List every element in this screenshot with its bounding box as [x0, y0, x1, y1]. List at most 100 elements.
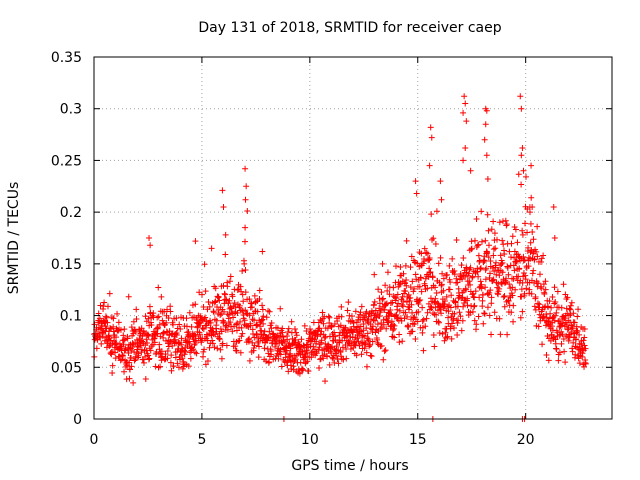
- data-point: [518, 152, 525, 159]
- data-point: [554, 288, 561, 295]
- data-point: [474, 268, 481, 275]
- data-point: [485, 242, 492, 249]
- data-point: [507, 254, 514, 261]
- data-point: [392, 279, 399, 286]
- data-point: [555, 357, 562, 364]
- data-point: [215, 293, 222, 300]
- data-point: [199, 325, 206, 332]
- data-point: [316, 344, 323, 351]
- data-point: [468, 245, 475, 252]
- data-point: [566, 305, 573, 312]
- data-point: [174, 360, 181, 367]
- data-point: [209, 337, 216, 344]
- data-point: [413, 276, 420, 283]
- data-point: [433, 290, 440, 297]
- data-point: [104, 319, 111, 326]
- data-point: [246, 357, 253, 364]
- data-point: [499, 259, 506, 266]
- data-point: [475, 252, 482, 259]
- data-point: [300, 366, 307, 373]
- data-point: [407, 284, 414, 291]
- data-point: [374, 336, 381, 343]
- data-point: [147, 347, 154, 354]
- data-point: [466, 270, 473, 277]
- data-point: [567, 306, 574, 313]
- y-tick-label: 0: [73, 412, 82, 428]
- data-point: [421, 245, 428, 252]
- data-point: [209, 340, 216, 347]
- data-point: [542, 278, 549, 285]
- data-point: [575, 306, 582, 313]
- data-point: [151, 339, 158, 346]
- data-point: [263, 314, 270, 321]
- data-point: [396, 307, 403, 314]
- data-point: [320, 320, 327, 327]
- data-point: [296, 370, 303, 377]
- data-point: [234, 320, 241, 327]
- data-point: [461, 93, 468, 100]
- data-point: [486, 312, 493, 319]
- data-point: [254, 322, 261, 329]
- data-point: [524, 229, 531, 236]
- data-point: [534, 223, 541, 230]
- data-point: [469, 273, 476, 280]
- data-point: [258, 327, 265, 334]
- data-point: [253, 330, 260, 337]
- data-point: [435, 318, 442, 325]
- data-point: [324, 325, 331, 332]
- data-point: [477, 278, 484, 285]
- data-point: [478, 285, 485, 292]
- data-point: [517, 93, 524, 100]
- data-point: [186, 340, 193, 347]
- data-point: [143, 336, 150, 343]
- data-point: [329, 343, 336, 350]
- x-tick-label: 10: [301, 432, 319, 448]
- data-point: [328, 322, 335, 329]
- data-point: [374, 339, 381, 346]
- data-point: [114, 310, 121, 317]
- y-tick-label: 0.35: [51, 50, 82, 66]
- data-point: [525, 254, 532, 261]
- data-point: [145, 352, 152, 359]
- data-point: [470, 303, 477, 310]
- data-point: [97, 326, 104, 333]
- data-point: [485, 291, 492, 298]
- data-point: [428, 305, 435, 312]
- data-point: [376, 300, 383, 307]
- data-point: [515, 171, 522, 178]
- data-point: [365, 336, 372, 343]
- data-point: [459, 317, 466, 324]
- data-point: [489, 277, 496, 284]
- data-point: [553, 345, 560, 352]
- data-point: [487, 257, 494, 264]
- data-point: [375, 286, 382, 293]
- data-point: [113, 340, 120, 347]
- data-point: [486, 289, 493, 296]
- data-point: [220, 318, 227, 325]
- data-point: [508, 309, 515, 316]
- data-point: [581, 326, 588, 333]
- data-point: [506, 281, 513, 288]
- data-point: [412, 271, 419, 278]
- data-point: [559, 331, 566, 338]
- data-point: [242, 267, 249, 274]
- x-axis: 0 5 10 15 20: [90, 57, 535, 448]
- data-point: [147, 242, 154, 249]
- data-point: [517, 314, 524, 321]
- data-point: [367, 352, 374, 359]
- data-point: [227, 273, 234, 280]
- data-point: [419, 304, 426, 311]
- data-point: [268, 351, 275, 358]
- data-point: [394, 291, 401, 298]
- data-point: [142, 353, 149, 360]
- data-point: [541, 290, 548, 297]
- data-point: [229, 328, 236, 335]
- data-point: [344, 332, 351, 339]
- data-point: [428, 211, 435, 218]
- data-point: [138, 325, 145, 332]
- data-point: [473, 326, 480, 333]
- data-point: [395, 300, 402, 307]
- data-point: [101, 299, 108, 306]
- data-point: [381, 348, 388, 355]
